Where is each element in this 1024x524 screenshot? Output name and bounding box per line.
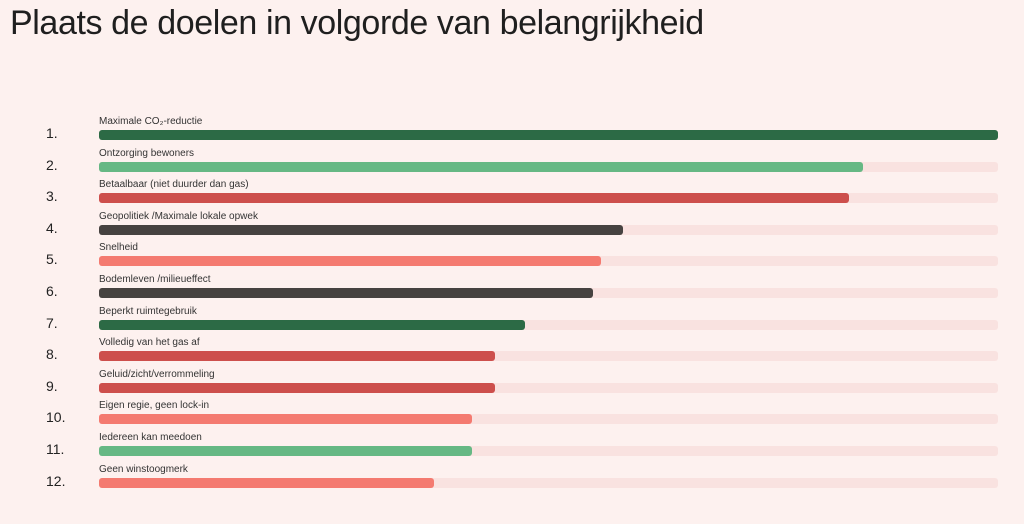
bar-row: 1. Maximale CO₂-reductie	[0, 116, 1024, 152]
bar-track	[99, 351, 998, 362]
rank-number: 5.	[46, 251, 58, 268]
bar-row: 3. Betaalbaar (niet duurder dan gas)	[0, 179, 1024, 215]
chart-title: Plaats de doelen in volgorde van belangr…	[10, 4, 704, 42]
bar	[99, 414, 473, 425]
bar-label: Snelheid	[99, 242, 138, 254]
bar	[99, 382, 495, 393]
bar-track	[99, 446, 998, 456]
bar-track	[99, 224, 998, 235]
bar-row: 10. Eigen regie, geen lock-in	[0, 400, 1024, 436]
bar	[99, 161, 864, 172]
bar-label: Geluid/zicht/verrommeling	[99, 368, 215, 380]
bar-label: Eigen regie, geen lock-in	[99, 400, 210, 412]
bar-row: 7. Beperkt ruimtegebruik	[0, 306, 1024, 342]
bar	[99, 224, 624, 235]
bar-track	[99, 319, 998, 330]
rank-number: 10.	[46, 409, 66, 426]
bar-label: Maximale CO₂-reductie	[99, 116, 203, 127]
rank-number: 3.	[46, 188, 58, 205]
bar-label: Geen winstoogmerk	[99, 463, 188, 475]
bar-label: Betaalbaar (niet duurder dan gas)	[99, 179, 249, 191]
bar-track	[99, 288, 998, 298]
bar-label: Bodemleven /milieueffect	[99, 274, 211, 285]
bar-row: 12. Geen winstoogmerk	[0, 464, 1024, 500]
bar-label: Volledig van het gas af	[99, 337, 200, 349]
bar-row: 5. Snelheid	[0, 242, 1024, 278]
bar	[99, 351, 495, 362]
bar	[99, 193, 849, 204]
rank-number: 6.	[46, 283, 58, 299]
bar-row: 9. Geluid/zicht/verrommeling	[0, 369, 1024, 405]
bar	[99, 319, 526, 330]
bar-track	[99, 193, 998, 204]
rank-number: 7.	[46, 314, 58, 331]
bar-label: Beperkt ruimtegebruik	[99, 305, 197, 317]
rank-number: 1.	[46, 125, 58, 141]
rank-number: 11.	[46, 441, 65, 457]
rank-number: 12.	[46, 472, 66, 489]
bar-track	[99, 414, 998, 425]
bar-label: Ontzorging bewoners	[99, 147, 195, 159]
rank-number: 4.	[46, 219, 58, 236]
rank-number: 8.	[46, 346, 58, 363]
bar-track	[99, 256, 998, 267]
bar-track	[99, 161, 998, 172]
bar-row: 4. Geopolitiek /Maximale lokale opwek	[0, 211, 1024, 247]
bar-row: 8. Volledig van het gas af	[0, 337, 1024, 373]
bar	[99, 446, 473, 456]
bar-row: 2. Ontzorging bewoners	[0, 148, 1024, 184]
bar	[99, 288, 594, 298]
bar	[99, 477, 435, 488]
bar-track	[99, 382, 998, 393]
rank-number: 2.	[46, 156, 58, 173]
rank-number: 9.	[46, 377, 58, 394]
bar-row: 6. Bodemleven /milieueffect	[0, 274, 1024, 310]
bar	[99, 130, 998, 140]
bar-track	[99, 130, 998, 140]
bar	[99, 256, 601, 267]
bar-track	[99, 477, 998, 488]
bar-label: Geopolitiek /Maximale lokale opwek	[99, 210, 258, 222]
bar-row: 11. Iedereen kan meedoen	[0, 432, 1024, 468]
bar-label: Iedereen kan meedoen	[99, 432, 202, 443]
